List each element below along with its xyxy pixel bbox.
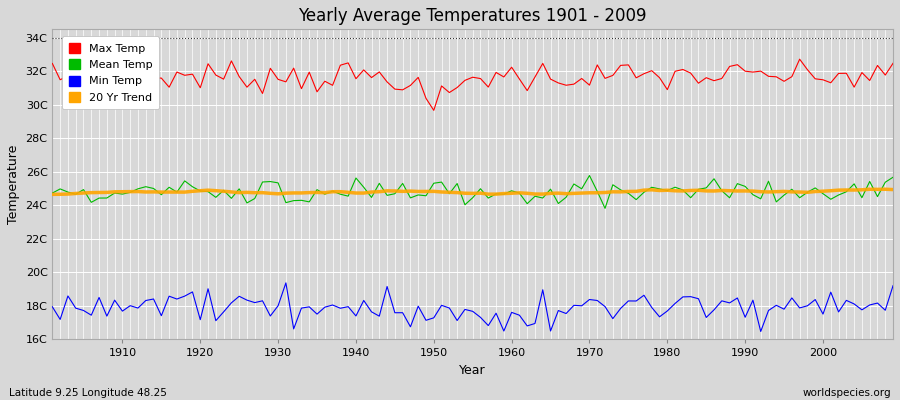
Text: Latitude 9.25 Longitude 48.25: Latitude 9.25 Longitude 48.25 <box>9 388 166 398</box>
Text: worldspecies.org: worldspecies.org <box>803 388 891 398</box>
Legend: Max Temp, Mean Temp, Min Temp, 20 Yr Trend: Max Temp, Mean Temp, Min Temp, 20 Yr Tre… <box>62 36 159 110</box>
Title: Yearly Average Temperatures 1901 - 2009: Yearly Average Temperatures 1901 - 2009 <box>299 7 647 25</box>
Y-axis label: Temperature: Temperature <box>7 145 20 224</box>
X-axis label: Year: Year <box>459 364 486 377</box>
